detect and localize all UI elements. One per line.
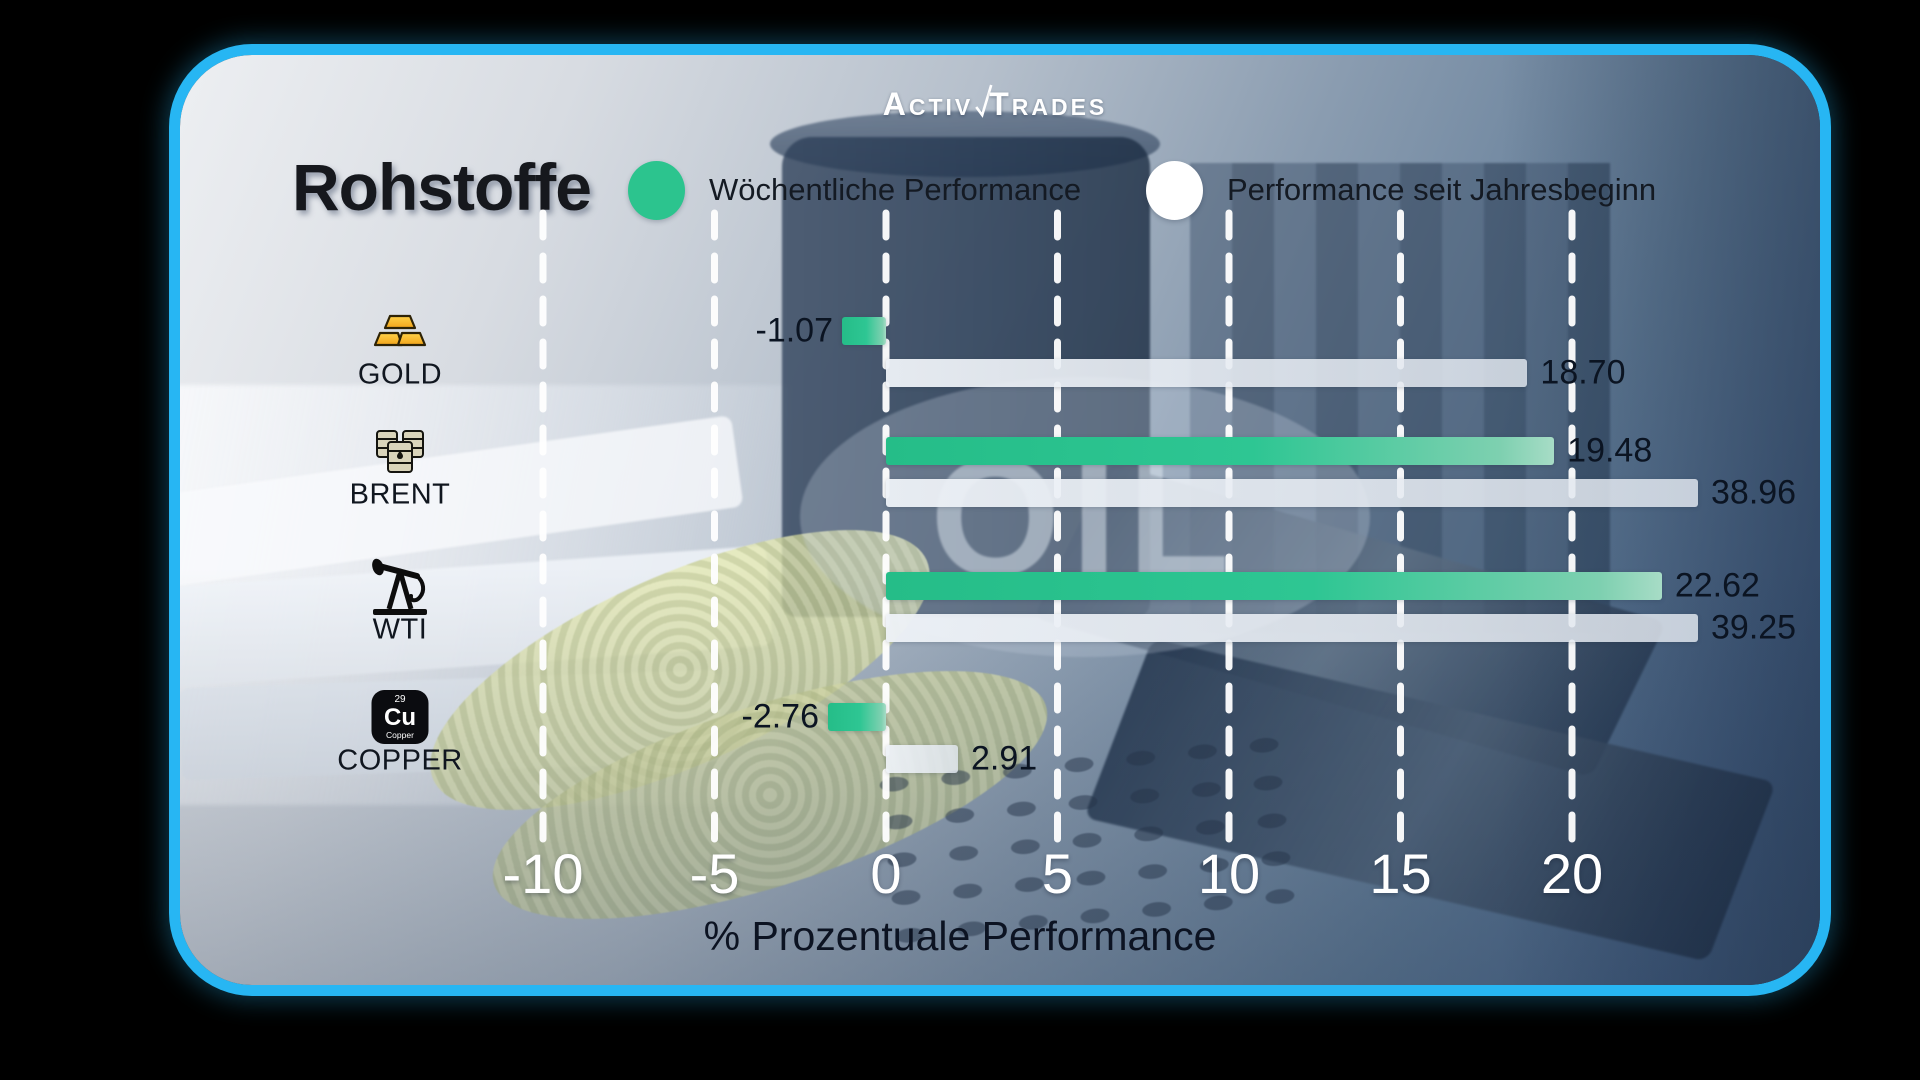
category-label-brent: BRENT (349, 478, 451, 511)
weekly-value-label: -1.07 (755, 311, 834, 350)
copper-element-text: 29 (394, 693, 406, 705)
weekly-bar-copper (828, 703, 886, 731)
oil-pumpjack-icon (369, 556, 431, 616)
ytd-value-label: 39.25 (1711, 608, 1797, 647)
copper-element-text: Copper (386, 729, 414, 740)
ytd-bar-wti (886, 614, 1698, 642)
weekly-value-label: 22.62 (1674, 566, 1760, 605)
ytd-swatch-circle (1146, 160, 1203, 220)
bottom-shade (180, 55, 1820, 985)
x-tick-label: 20 (1540, 842, 1604, 905)
ytd-bar-gold (886, 359, 1528, 387)
gridlines-svg (539, 209, 1576, 851)
infographic-card: OIL ActivTrades Rohstoffe Wöchentliche P… (180, 55, 1820, 985)
radical-check-icon (974, 83, 992, 124)
weekly-bar-wti (886, 572, 1662, 600)
legend-item-ytd: Performance seit Jahresbeginn (1146, 159, 1656, 221)
brand-logo-part2: Trades (989, 86, 1108, 122)
weekly-value-label: -2.76 (741, 697, 820, 736)
ytd-value-label: 2.91 (971, 739, 1038, 778)
gold-bars-icon (373, 313, 427, 349)
legend-label-ytd: Performance seit Jahresbeginn (1227, 172, 1657, 207)
category-label-wti: WTI (372, 613, 428, 646)
legend-label-weekly: Wöchentliche Performance (709, 172, 1082, 207)
x-tick-label: -10 (502, 842, 584, 905)
weekly-bar-brent (886, 437, 1555, 465)
category-label-copper: COPPER (337, 744, 463, 777)
x-tick-label: 0 (870, 842, 902, 905)
x-tick-label: 10 (1197, 842, 1261, 905)
weekly-swatch-circle (628, 160, 685, 220)
x-tick-label: 15 (1369, 842, 1432, 905)
x-tick-label: -5 (689, 842, 740, 905)
x-axis-title: % Prozentuale Performance (703, 913, 1217, 959)
category-label-gold: GOLD (357, 358, 443, 391)
ytd-value-label: 38.96 (1711, 473, 1797, 512)
right-shade (1500, 55, 1820, 985)
copper-element-icon: 29 Cu Copper (371, 690, 429, 744)
ytd-value-label: 18.70 (1540, 353, 1626, 392)
x-tick-label: 5 (1041, 842, 1074, 905)
ytd-bar-brent (886, 479, 1698, 507)
bar-chart: -10 -5 0 5 10 15 20 -1.07 18.70 GOLD 19.48 38.96 BR… (180, 55, 1820, 985)
copper-element-text: Cu (384, 703, 416, 731)
copper-element-icon: 29 Cu Copper (371, 690, 429, 744)
brand-logo: Activ Trades (883, 83, 1108, 124)
weekly-bar-gold (842, 317, 886, 345)
oil-barrels-icon (374, 428, 426, 474)
legend-item-weekly: Wöchentliche Performance (628, 159, 1081, 221)
ytd-bar-copper (886, 745, 958, 773)
weekly-value-label: 19.48 (1567, 431, 1653, 470)
brand-logo-part1: Activ (882, 86, 974, 122)
